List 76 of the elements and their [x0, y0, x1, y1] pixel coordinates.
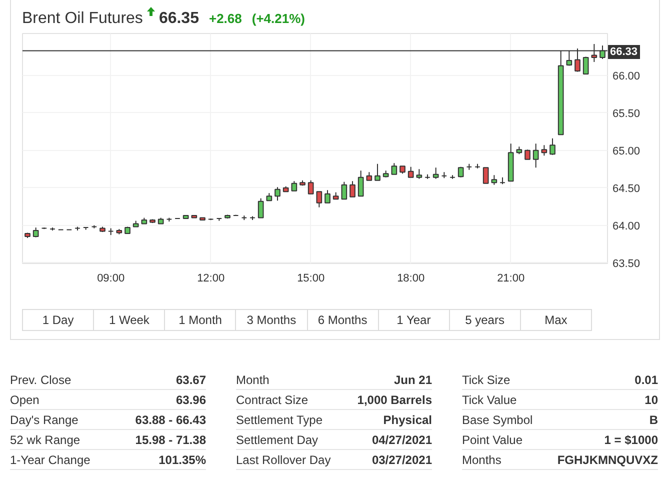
- text: Settlement Day: [236, 432, 318, 449]
- candlestick: [391, 162, 398, 175]
- text: 63.96: [176, 392, 206, 409]
- text: (+4.21%): [252, 11, 306, 26]
- text: 66.35: [158, 10, 199, 27]
- candlestick: [408, 166, 414, 178]
- text: 15.98 - 71.38: [135, 432, 206, 449]
- candlestick: [274, 186, 280, 202]
- candlestick: [482, 167, 489, 184]
- candlestick: [32, 227, 39, 238]
- text: +2.68: [208, 11, 242, 26]
- text: Max: [520, 310, 592, 330]
- candlestick: [582, 56, 589, 74]
- text: B: [649, 412, 658, 429]
- x-tick-label: 18:00: [397, 272, 425, 284]
- candlestick: [358, 170, 364, 197]
- candlestick: [324, 190, 330, 204]
- text: 1,000 Barrels: [357, 392, 432, 409]
- x-tick-label: 15:00: [297, 272, 325, 284]
- candlestick: [341, 181, 348, 200]
- text: Base Symbol: [462, 412, 533, 429]
- text: 03/27/2021: [372, 452, 432, 469]
- ref-line-label: 66.33: [608, 45, 640, 59]
- text: 1 Year: [378, 310, 450, 330]
- candlestick: [350, 180, 356, 198]
- text: 0.01: [634, 372, 658, 389]
- text: Month: [236, 372, 270, 389]
- text: 3 Months: [236, 310, 308, 330]
- candlestick: [491, 174, 498, 186]
- text: Prev. Close: [10, 372, 72, 389]
- text: 6 Months: [308, 310, 379, 330]
- text: 63.67: [176, 372, 206, 389]
- x-tick-label: 12:00: [197, 272, 225, 284]
- candlestick: [258, 198, 264, 218]
- candlestick: [532, 143, 539, 168]
- y-tick-label: 65.00: [612, 145, 640, 158]
- text: 1 = $1000: [604, 432, 658, 449]
- y-tick-label: 65.50: [612, 108, 640, 120]
- text: 1 Day: [23, 310, 94, 330]
- text: 1 Month: [165, 310, 236, 330]
- text: 04/27/2021: [372, 432, 432, 449]
- y-tick-label: 63.50: [612, 258, 640, 270]
- text: Settlement Type: [236, 412, 322, 429]
- text: Months: [462, 452, 502, 469]
- x-tick-label: 09:00: [97, 272, 125, 284]
- text: 10: [644, 392, 658, 409]
- candlestick: [541, 144, 548, 156]
- candlestick: [374, 163, 380, 181]
- text: Last Rollover Day: [236, 452, 331, 469]
- text: Point Value: [462, 432, 522, 449]
- candlestick: [432, 167, 439, 180]
- candlestick: [524, 149, 530, 160]
- text: 52 wk Range: [10, 432, 80, 449]
- text: Day's Range: [10, 412, 78, 429]
- candlestick: [291, 180, 298, 192]
- candlestick: [550, 138, 556, 156]
- text: Physical: [383, 412, 432, 429]
- chart-title: Brent Oil Futures: [22, 10, 143, 27]
- text: Contract Size: [236, 392, 308, 409]
- text: 101.35%: [158, 452, 206, 469]
- text: 1 Week: [94, 310, 166, 330]
- text: Open: [10, 392, 40, 409]
- text: FGHJKMNQUVXZ: [557, 452, 658, 469]
- text: Tick Value: [462, 392, 517, 409]
- x-tick-label: 21:00: [497, 272, 525, 284]
- text: 1-Year Change: [10, 452, 90, 469]
- text: 63.88 - 66.43: [135, 412, 206, 429]
- candlestick: [316, 191, 322, 208]
- candlestick: [308, 180, 314, 194]
- y-tick-label: 64.00: [612, 220, 640, 232]
- y-tick-label: 64.50: [612, 182, 640, 195]
- y-tick-label: 66.00: [612, 70, 640, 82]
- text: Jun 21: [394, 372, 432, 389]
- candlestick: [416, 168, 422, 180]
- text: Tick Size: [462, 372, 510, 389]
- text: 5 years: [450, 310, 521, 330]
